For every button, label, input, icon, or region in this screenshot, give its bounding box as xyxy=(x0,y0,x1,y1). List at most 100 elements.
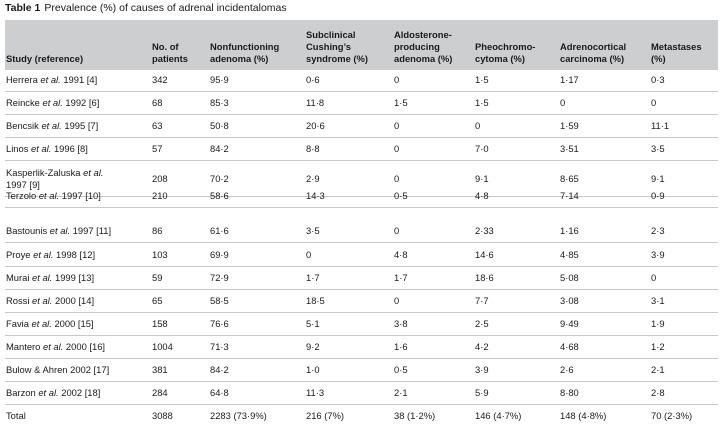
study-reference: Kasperlik-Zaluska et al. xyxy=(6,166,104,178)
value-cell: 14·6 xyxy=(475,249,494,260)
table-row: Terzolo et al. 1997 [10] 210 58·6 14·3 0·5 4·… xyxy=(5,184,718,208)
value-cell: 0·9 xyxy=(651,189,665,201)
value-cell: 2·33 xyxy=(475,225,494,236)
column-header-line: producing xyxy=(394,41,440,52)
table-row: Bencsik et al. 1995 [7] 63 50·8 20·6 0 0 1·59 1… xyxy=(5,115,718,138)
value-cell: 0·5 xyxy=(394,364,408,375)
column-header-line: adenoma (%) xyxy=(210,53,269,64)
value-cell: 1·9 xyxy=(651,318,665,329)
value-cell: 50·8 xyxy=(210,120,229,131)
value-cell: 9·49 xyxy=(560,318,579,329)
value-cell: 3·9 xyxy=(475,364,489,375)
study-reference: Bencsik et al. 1995 [7] xyxy=(6,120,99,131)
value-cell: 146 (4·7%) xyxy=(475,409,522,421)
value-cell: 61·6 xyxy=(210,225,229,236)
table-row: Linos et al. 1996 [8] 57 84·2 8·8 0 7·0 3·51 3·… xyxy=(5,138,718,161)
value-cell: 85·3 xyxy=(210,97,229,108)
value-cell: 3·5 xyxy=(306,225,320,236)
value-cell: 3·08 xyxy=(560,295,579,306)
value-cell: 57 xyxy=(152,143,163,154)
value-cell: 208 xyxy=(152,172,168,184)
column-header-line: Subclinical xyxy=(306,29,356,40)
value-cell: 76·6 xyxy=(210,318,229,329)
value-cell: 9·2 xyxy=(306,341,320,352)
value-cell: 0 xyxy=(394,74,400,85)
table-caption: Table 1 Prevalence (%) of causes of adren… xyxy=(5,2,287,15)
column-header: No. of patients xyxy=(152,41,188,65)
study-cell: Reincke et al. 1992 [6] xyxy=(6,92,99,114)
column-header-line: adenoma (%) xyxy=(394,53,453,64)
column-header-line: (%) xyxy=(651,53,666,64)
table-row: Barzon et al. 2002 [18] 284 64·8 11·3 2·1 5·9… xyxy=(5,382,718,405)
value-cell: 11·3 xyxy=(306,387,325,398)
value-cell: 1·59 xyxy=(560,120,579,131)
table-row: Herrera et al. 1991 [4] 342 95·9 0·6 0 1·5 1·1… xyxy=(5,69,718,92)
value-cell: 7·0 xyxy=(475,143,489,154)
table-row: Mantero et al. 2000 [16] 1004 71·3 9·2 1·6 4·… xyxy=(5,336,718,359)
value-cell: 86 xyxy=(152,225,163,236)
column-header-line: Adrenocortical xyxy=(560,41,627,52)
value-cell: 71·3 xyxy=(210,341,229,352)
value-cell: 8·8 xyxy=(306,143,320,154)
study-reference: Murai et al. 1999 [13] xyxy=(6,272,95,283)
study-reference: Herrera et al. 1991 [4] xyxy=(6,74,98,85)
value-cell: 3·8 xyxy=(394,318,408,329)
table-title: Prevalence (%) of causes of adrenal inci… xyxy=(44,2,287,14)
value-cell: 0 xyxy=(394,172,400,184)
value-cell: 1·5 xyxy=(475,97,489,108)
value-cell: 0 xyxy=(651,97,657,108)
value-cell: 2·3 xyxy=(651,225,665,236)
value-cell: 158 xyxy=(152,318,168,329)
study-reference: Reincke et al. 1992 [6] xyxy=(6,97,100,108)
value-cell: 0 xyxy=(394,225,400,236)
study-reference: Total xyxy=(6,409,26,421)
value-cell: 8·80 xyxy=(560,387,579,398)
value-cell: 0 xyxy=(651,272,657,283)
value-cell: 216 (7%) xyxy=(306,409,345,421)
table-row: Favia et al. 2000 [15] 158 76·6 5·1 3·8 2·5 9·… xyxy=(5,313,718,336)
value-cell: 342 xyxy=(152,74,168,85)
study-cell: Terzolo et al. 1997 [10] xyxy=(6,184,101,207)
column-header: Nonfunctioning adenoma (%) xyxy=(210,41,279,65)
value-cell: 11·1 xyxy=(651,120,670,131)
study-cell: Linos et al. 1996 [8] xyxy=(6,138,88,160)
value-cell: 1·0 xyxy=(306,364,320,375)
value-cell: 11·8 xyxy=(306,97,325,108)
column-header: Aldosterone-producing adenoma (%) xyxy=(394,29,452,65)
value-cell: 5·08 xyxy=(560,272,579,283)
table-row: Reincke et al. 1992 [6] 68 85·3 11·8 1·5 1·5 0… xyxy=(5,92,718,115)
study-reference: Favia et al. 2000 [15] xyxy=(6,318,94,329)
study-reference: Bastounis et al. 1997 [11] xyxy=(6,225,112,236)
value-cell: 14·3 xyxy=(306,189,325,201)
value-cell: 9·1 xyxy=(475,172,489,184)
value-cell: 0 xyxy=(560,97,566,108)
value-cell: 0 xyxy=(394,120,400,131)
column-header-line: cytoma (%) xyxy=(475,53,526,64)
column-header: Metastases (%) xyxy=(651,41,702,65)
value-cell: 65 xyxy=(152,295,163,306)
column-header: Subclinical Cushing’s syndrome (%) xyxy=(306,29,368,65)
value-cell: 84·2 xyxy=(210,364,229,375)
value-cell: 38 (1·2%) xyxy=(394,409,436,421)
value-cell: 284 xyxy=(152,387,168,398)
value-cell: 210 xyxy=(152,189,168,201)
value-cell: 7·7 xyxy=(475,295,489,306)
column-header-line: patients xyxy=(152,53,188,64)
study-reference: 1997 [9] xyxy=(6,178,40,190)
value-cell: 1·7 xyxy=(394,272,408,283)
study-reference: Rossi et al. 2000 [14] xyxy=(6,295,95,306)
value-cell: 2·5 xyxy=(475,318,489,329)
study-cell: Bulow & Ahren 2002 [17] xyxy=(6,359,109,381)
value-cell: 1004 xyxy=(152,341,173,352)
column-header: Study (reference) xyxy=(6,53,83,65)
value-cell: 0 xyxy=(475,120,481,131)
column-header-line: Aldosterone- xyxy=(394,29,452,40)
column-header: Pheochromo-cytoma (%) xyxy=(475,41,535,65)
value-cell: 2·9 xyxy=(306,172,320,184)
study-cell: Total xyxy=(6,405,26,426)
table-header: Study (reference) No. of patients Nonfuncti… xyxy=(5,20,718,70)
value-cell: 3·1 xyxy=(651,295,665,306)
study-reference: Barzon et al. 2002 [18] xyxy=(6,387,101,398)
value-cell: 8·65 xyxy=(560,172,579,184)
value-cell: 103 xyxy=(152,249,168,260)
